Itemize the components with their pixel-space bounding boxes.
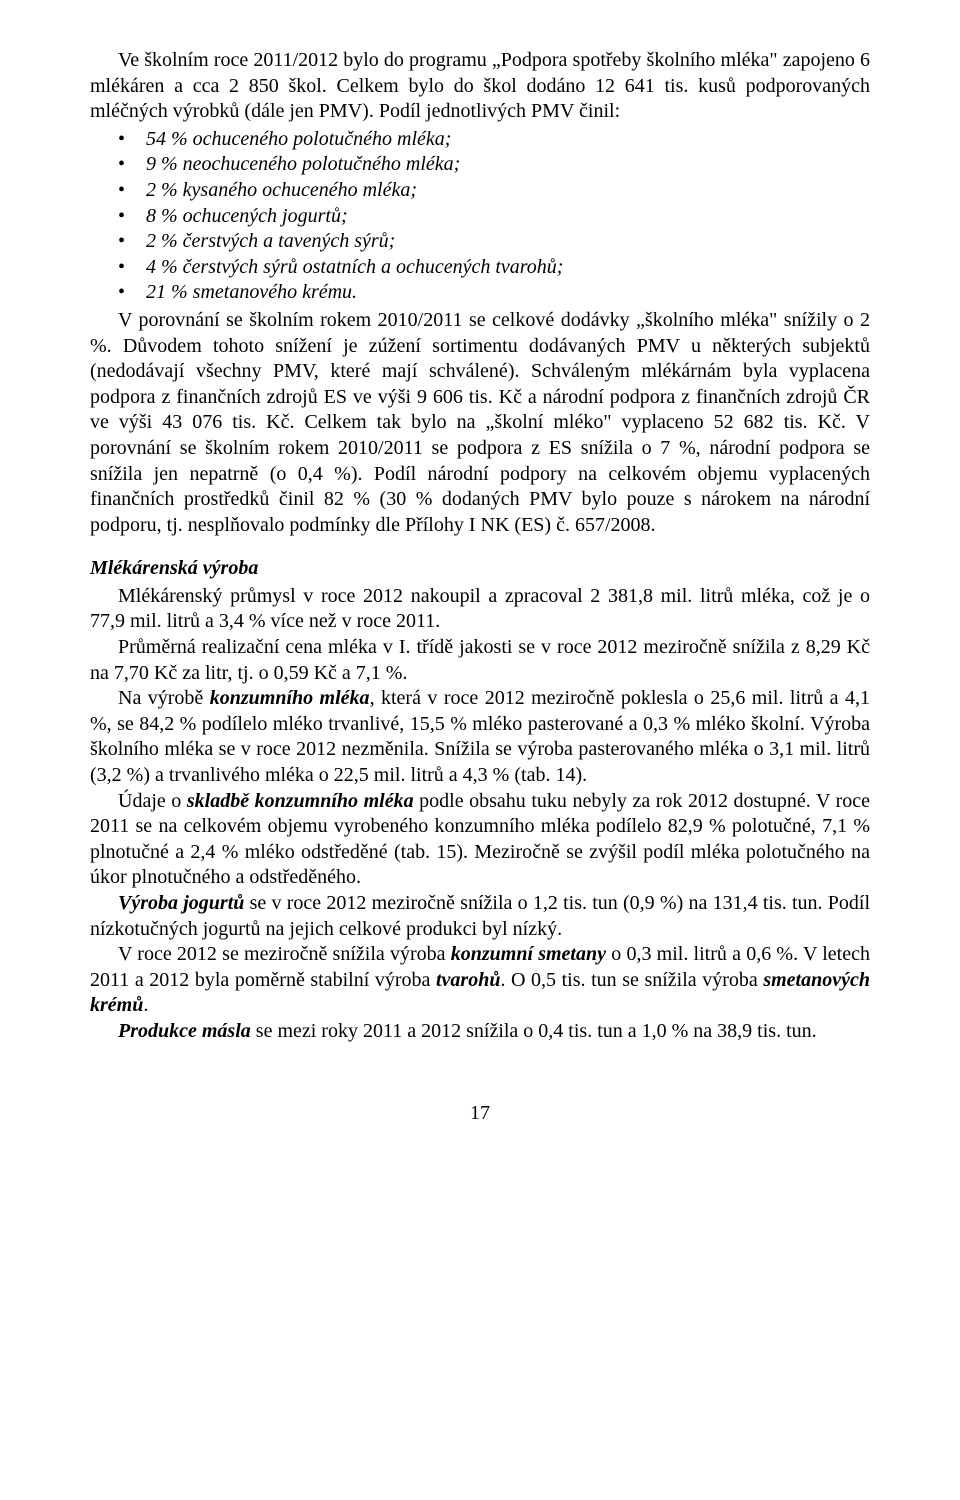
text: se mezi roky 2011 a 2012 snížila o 0,4 t…	[251, 1020, 817, 1042]
term-yogurt-production: Výroba jogurtů	[118, 892, 244, 914]
term-consumer-milk: konzumního mléka	[210, 687, 370, 709]
page-body: Ve školním roce 2011/2012 bylo do progra…	[0, 0, 960, 1166]
page-number: 17	[90, 1101, 870, 1127]
paragraph-consumer-milk: Na výrobě konzumního mléka, která v roce…	[90, 686, 870, 788]
term-composition: skladbě konzumního mléka	[187, 790, 414, 812]
paragraph-butter: Produkce másla se mezi roky 2011 a 2012 …	[90, 1019, 870, 1045]
list-item: 21 % smetanového krému.	[118, 280, 870, 306]
paragraph-cream: V roce 2012 se meziročně snížila výroba …	[90, 942, 870, 1019]
paragraph-composition: Údaje o skladbě konzumního mléka podle o…	[90, 789, 870, 891]
list-item: 2 % kysaného ochuceného mléka;	[118, 178, 870, 204]
list-item: 2 % čerstvých a tavených sýrů;	[118, 229, 870, 255]
text: . O 0,5 tis. tun se snížila výroba	[500, 969, 763, 991]
list-item: 4 % čerstvých sýrů ostatních a ochucenýc…	[118, 255, 870, 281]
subheading-dairy: Mlékárenská výroba	[90, 556, 870, 582]
text: Na výrobě	[118, 687, 210, 709]
list-item: 8 % ochucených jogurtů;	[118, 204, 870, 230]
text: V roce 2012 se meziročně snížila výroba	[118, 943, 451, 965]
bullet-list: 54 % ochuceného polotučného mléka; 9 % n…	[90, 127, 870, 306]
paragraph-comparison: V porovnání se školním rokem 2010/2011 s…	[90, 308, 870, 538]
term-cream: konzumní smetany	[451, 943, 606, 965]
term-curds: tvarohů	[436, 969, 500, 991]
paragraph-industry: Mlékárenský průmysl v roce 2012 nakoupil…	[90, 584, 870, 635]
text: .	[143, 994, 148, 1016]
term-butter: Produkce másla	[118, 1020, 251, 1042]
list-item: 9 % neochuceného polotučného mléka;	[118, 152, 870, 178]
text: Údaje o	[118, 790, 187, 812]
paragraph-price: Průměrná realizační cena mléka v I. tříd…	[90, 635, 870, 686]
paragraph-yogurt: Výroba jogurtů se v roce 2012 meziročně …	[90, 891, 870, 942]
paragraph-intro: Ve školním roce 2011/2012 bylo do progra…	[90, 48, 870, 125]
list-item: 54 % ochuceného polotučného mléka;	[118, 127, 870, 153]
